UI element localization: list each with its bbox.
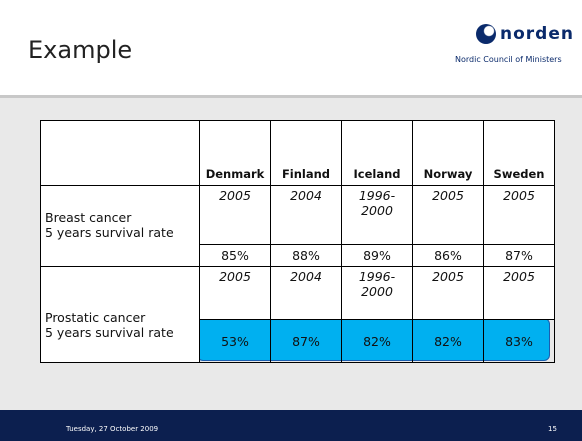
value-row: 53% 87% 82% 82% 83% [41,319,555,363]
logo-icon [476,24,496,44]
table: Denmark Finland Iceland Norway Sweden Breast … [40,120,555,363]
row-label-line: 5 years survival rate [45,225,174,240]
logo-subtitle: Nordic Council of Ministers [455,55,562,64]
row-label-line: Breast cancer [45,210,132,225]
column-header: Norway [412,120,484,186]
title: Example [28,36,133,64]
row-label-line: 5 years survival rate [45,325,174,340]
value-cell: 82% [412,319,484,363]
year-cell: 2005 [483,266,555,320]
corner-cell [40,120,200,186]
value-cell: 89% [341,244,413,267]
footer: Tuesday, 27 October 2009 15 [0,410,582,441]
value-cell: 85% [199,244,271,267]
year-cell: 2005 [483,185,555,245]
year-cell: 2005 [412,185,484,245]
year-cell: 2004 [270,185,342,245]
value-cell: 87% [270,319,342,363]
value-cell: 53% [199,319,271,363]
year-cell: 2005 [199,185,271,245]
year-row: Prostatic cancer 5 years survival rate 200… [40,266,555,363]
column-header: Sweden [483,120,555,186]
column-header: Denmark [199,120,271,186]
footer-date: Tuesday, 27 October 2009 [66,425,159,433]
year-cell: 1996-2000 [341,266,413,320]
column-header: Finland [270,120,342,186]
header: Example norden Nordic Council of Ministe… [0,0,582,98]
year-row: Breast cancer 5 years survival rate 2005 20… [40,185,555,267]
value-cell: 87% [483,244,555,267]
value-row: 85% 88% 89% 86% 87% [41,244,555,267]
year-cell: 1996-2000 [341,185,413,245]
year-cell: 2005 [412,266,484,320]
row-label: Prostatic cancer 5 years survival rate [40,266,200,363]
row-label: Breast cancer 5 years survival rate [40,185,200,267]
value-cell: 82% [341,319,413,363]
column-header: Iceland [341,120,413,186]
value-cell: 83% [483,319,555,363]
value-cell: 86% [412,244,484,267]
year-cell: 2004 [270,266,342,320]
logo: norden [500,24,574,44]
year-cell: 2005 [199,266,271,320]
page-number: 15 [548,425,557,433]
header-row: Denmark Finland Iceland Norway Sweden [40,120,555,186]
row-label-line: Prostatic cancer [45,310,146,325]
value-cell: 88% [270,244,342,267]
